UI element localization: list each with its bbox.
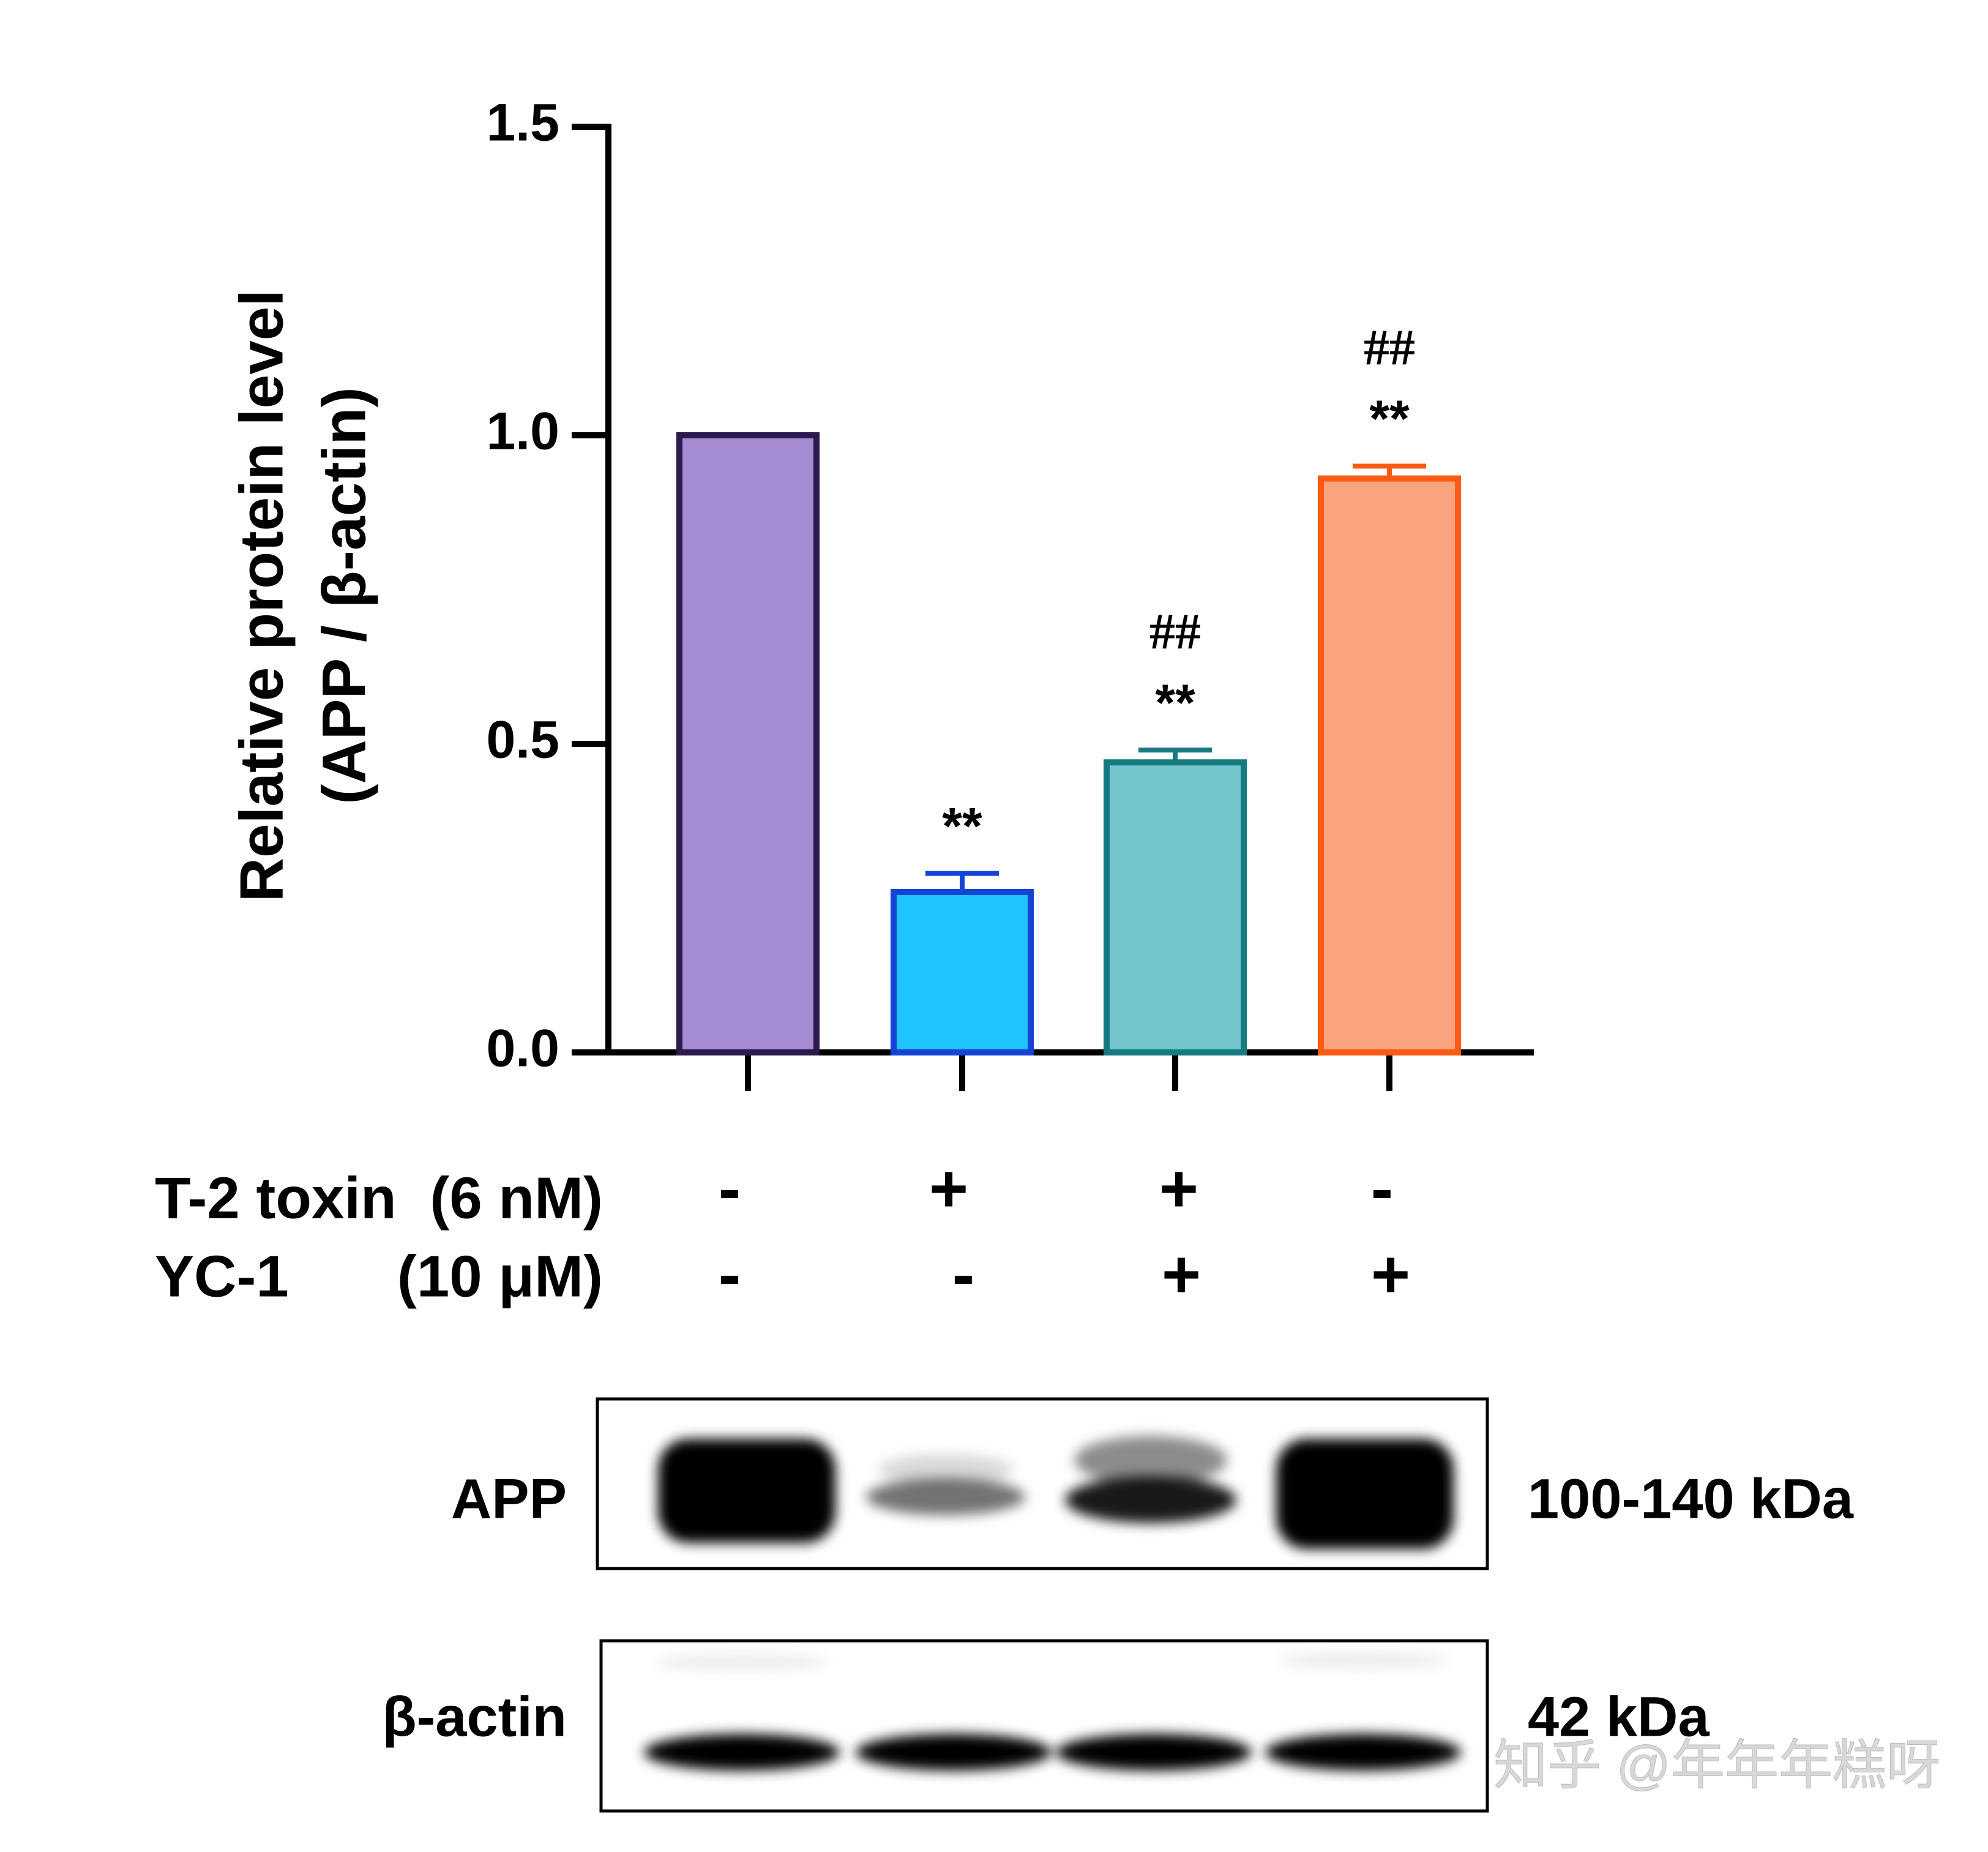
blot-label: β-actin xyxy=(382,1685,567,1748)
y-tick-label: 1.0 xyxy=(486,402,559,461)
blot-actin xyxy=(644,1653,1461,1771)
annotation: ## xyxy=(1364,320,1415,377)
treatment-name: YC-1 xyxy=(155,1243,289,1309)
treatment-sign: - xyxy=(1371,1151,1394,1226)
watermark: 知乎 @年年年糕呀 xyxy=(1493,1734,1940,1795)
annotation: ** xyxy=(1369,390,1410,448)
treatment-dose: (6 nM) xyxy=(430,1165,603,1231)
y-tick-label: 0.0 xyxy=(486,1019,559,1078)
treatment-sign: - xyxy=(719,1237,741,1312)
y-axis-label: (APP / β-actin) xyxy=(310,387,378,804)
bar xyxy=(891,888,1034,1056)
annotation: ## xyxy=(1149,603,1201,660)
treatment-dose: (10 μM) xyxy=(397,1243,603,1309)
y-tick-label: 0.5 xyxy=(486,711,559,770)
blot-frame xyxy=(599,1639,1489,1813)
annotation: ** xyxy=(942,797,982,855)
blot-label: APP xyxy=(451,1468,567,1530)
y-tick-label: 1.5 xyxy=(486,94,559,152)
blot-size: 100-140 kDa xyxy=(1528,1468,1854,1530)
treatment-sign: - xyxy=(952,1237,975,1312)
treatment-sign: + xyxy=(929,1151,968,1226)
bar xyxy=(1104,759,1247,1055)
bar xyxy=(676,432,820,1055)
treatment-sign: + xyxy=(1162,1237,1201,1312)
bar xyxy=(1318,475,1461,1055)
treatment-sign: - xyxy=(719,1151,741,1226)
blot-size: 42 kDa xyxy=(1528,1685,1710,1748)
treatment-sign: + xyxy=(1371,1237,1410,1312)
treatment-sign: + xyxy=(1159,1151,1198,1226)
treatment-name: T-2 toxin xyxy=(155,1165,397,1231)
y-axis-label: Relative protein level xyxy=(227,290,296,902)
blot-app xyxy=(658,1436,1454,1549)
blot-frame xyxy=(596,1397,1489,1570)
annotation: ** xyxy=(1155,673,1195,731)
